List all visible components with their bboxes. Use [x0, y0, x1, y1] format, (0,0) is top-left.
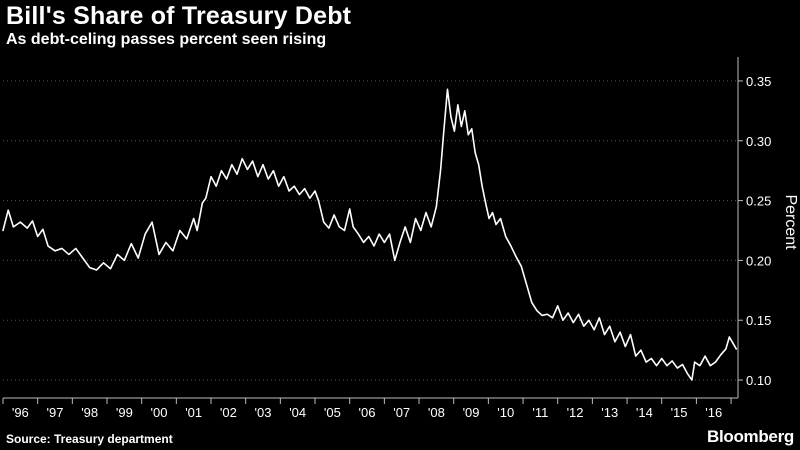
y-axis-label: Percent [782, 194, 799, 250]
x-tick-label: '99 [116, 405, 133, 420]
x-tick-label: '13 [601, 405, 618, 420]
x-tick-label: '02 [220, 405, 237, 420]
y-tick-label: 0.10 [746, 373, 771, 388]
tick-labels: 0.10 0.15 0.20 0.25 0.30 0.35 '96 '97 '98 '99 '00 '… [12, 74, 771, 420]
x-tick-label: '12 [567, 405, 584, 420]
x-tick-label: '16 [705, 405, 722, 420]
series-layer [2, 88, 738, 381]
x-tick-label: '04 [289, 405, 306, 420]
axes [2, 57, 743, 404]
y-tick-label: 0.30 [746, 134, 771, 149]
x-tick-label: '05 [324, 405, 341, 420]
x-tick-label: '10 [497, 405, 514, 420]
series-line [2, 88, 738, 381]
x-tick-label: '08 [428, 405, 445, 420]
x-tick-label: '03 [255, 405, 272, 420]
x-tick-label: '00 [151, 405, 168, 420]
x-tick-label: '97 [47, 405, 64, 420]
y-tick-label: 0.20 [746, 253, 771, 268]
x-tick-label: '06 [359, 405, 376, 420]
x-tick-label: '15 [671, 405, 688, 420]
x-tick-label: '09 [463, 405, 480, 420]
y-tick-label: 0.35 [746, 74, 771, 89]
source-note: Source: Treasury department [6, 432, 173, 446]
y-tick-label: 0.25 [746, 194, 771, 209]
x-tick-label: '14 [636, 405, 653, 420]
gridlines [3, 80, 738, 381]
x-tick-label: '07 [393, 405, 410, 420]
x-tick-label: '98 [81, 405, 98, 420]
x-tick-label: '96 [12, 405, 29, 420]
bloomberg-logo: Bloomberg [706, 427, 794, 446]
chart-title: Bill's Share of Treasury Debt [6, 2, 352, 30]
y-tick-label: 0.15 [746, 313, 771, 328]
x-tick-label: '11 [532, 405, 548, 420]
x-tick-label: '01 [185, 405, 202, 420]
chart-subtitle: As debt-celing passes percent seen risin… [6, 31, 327, 48]
